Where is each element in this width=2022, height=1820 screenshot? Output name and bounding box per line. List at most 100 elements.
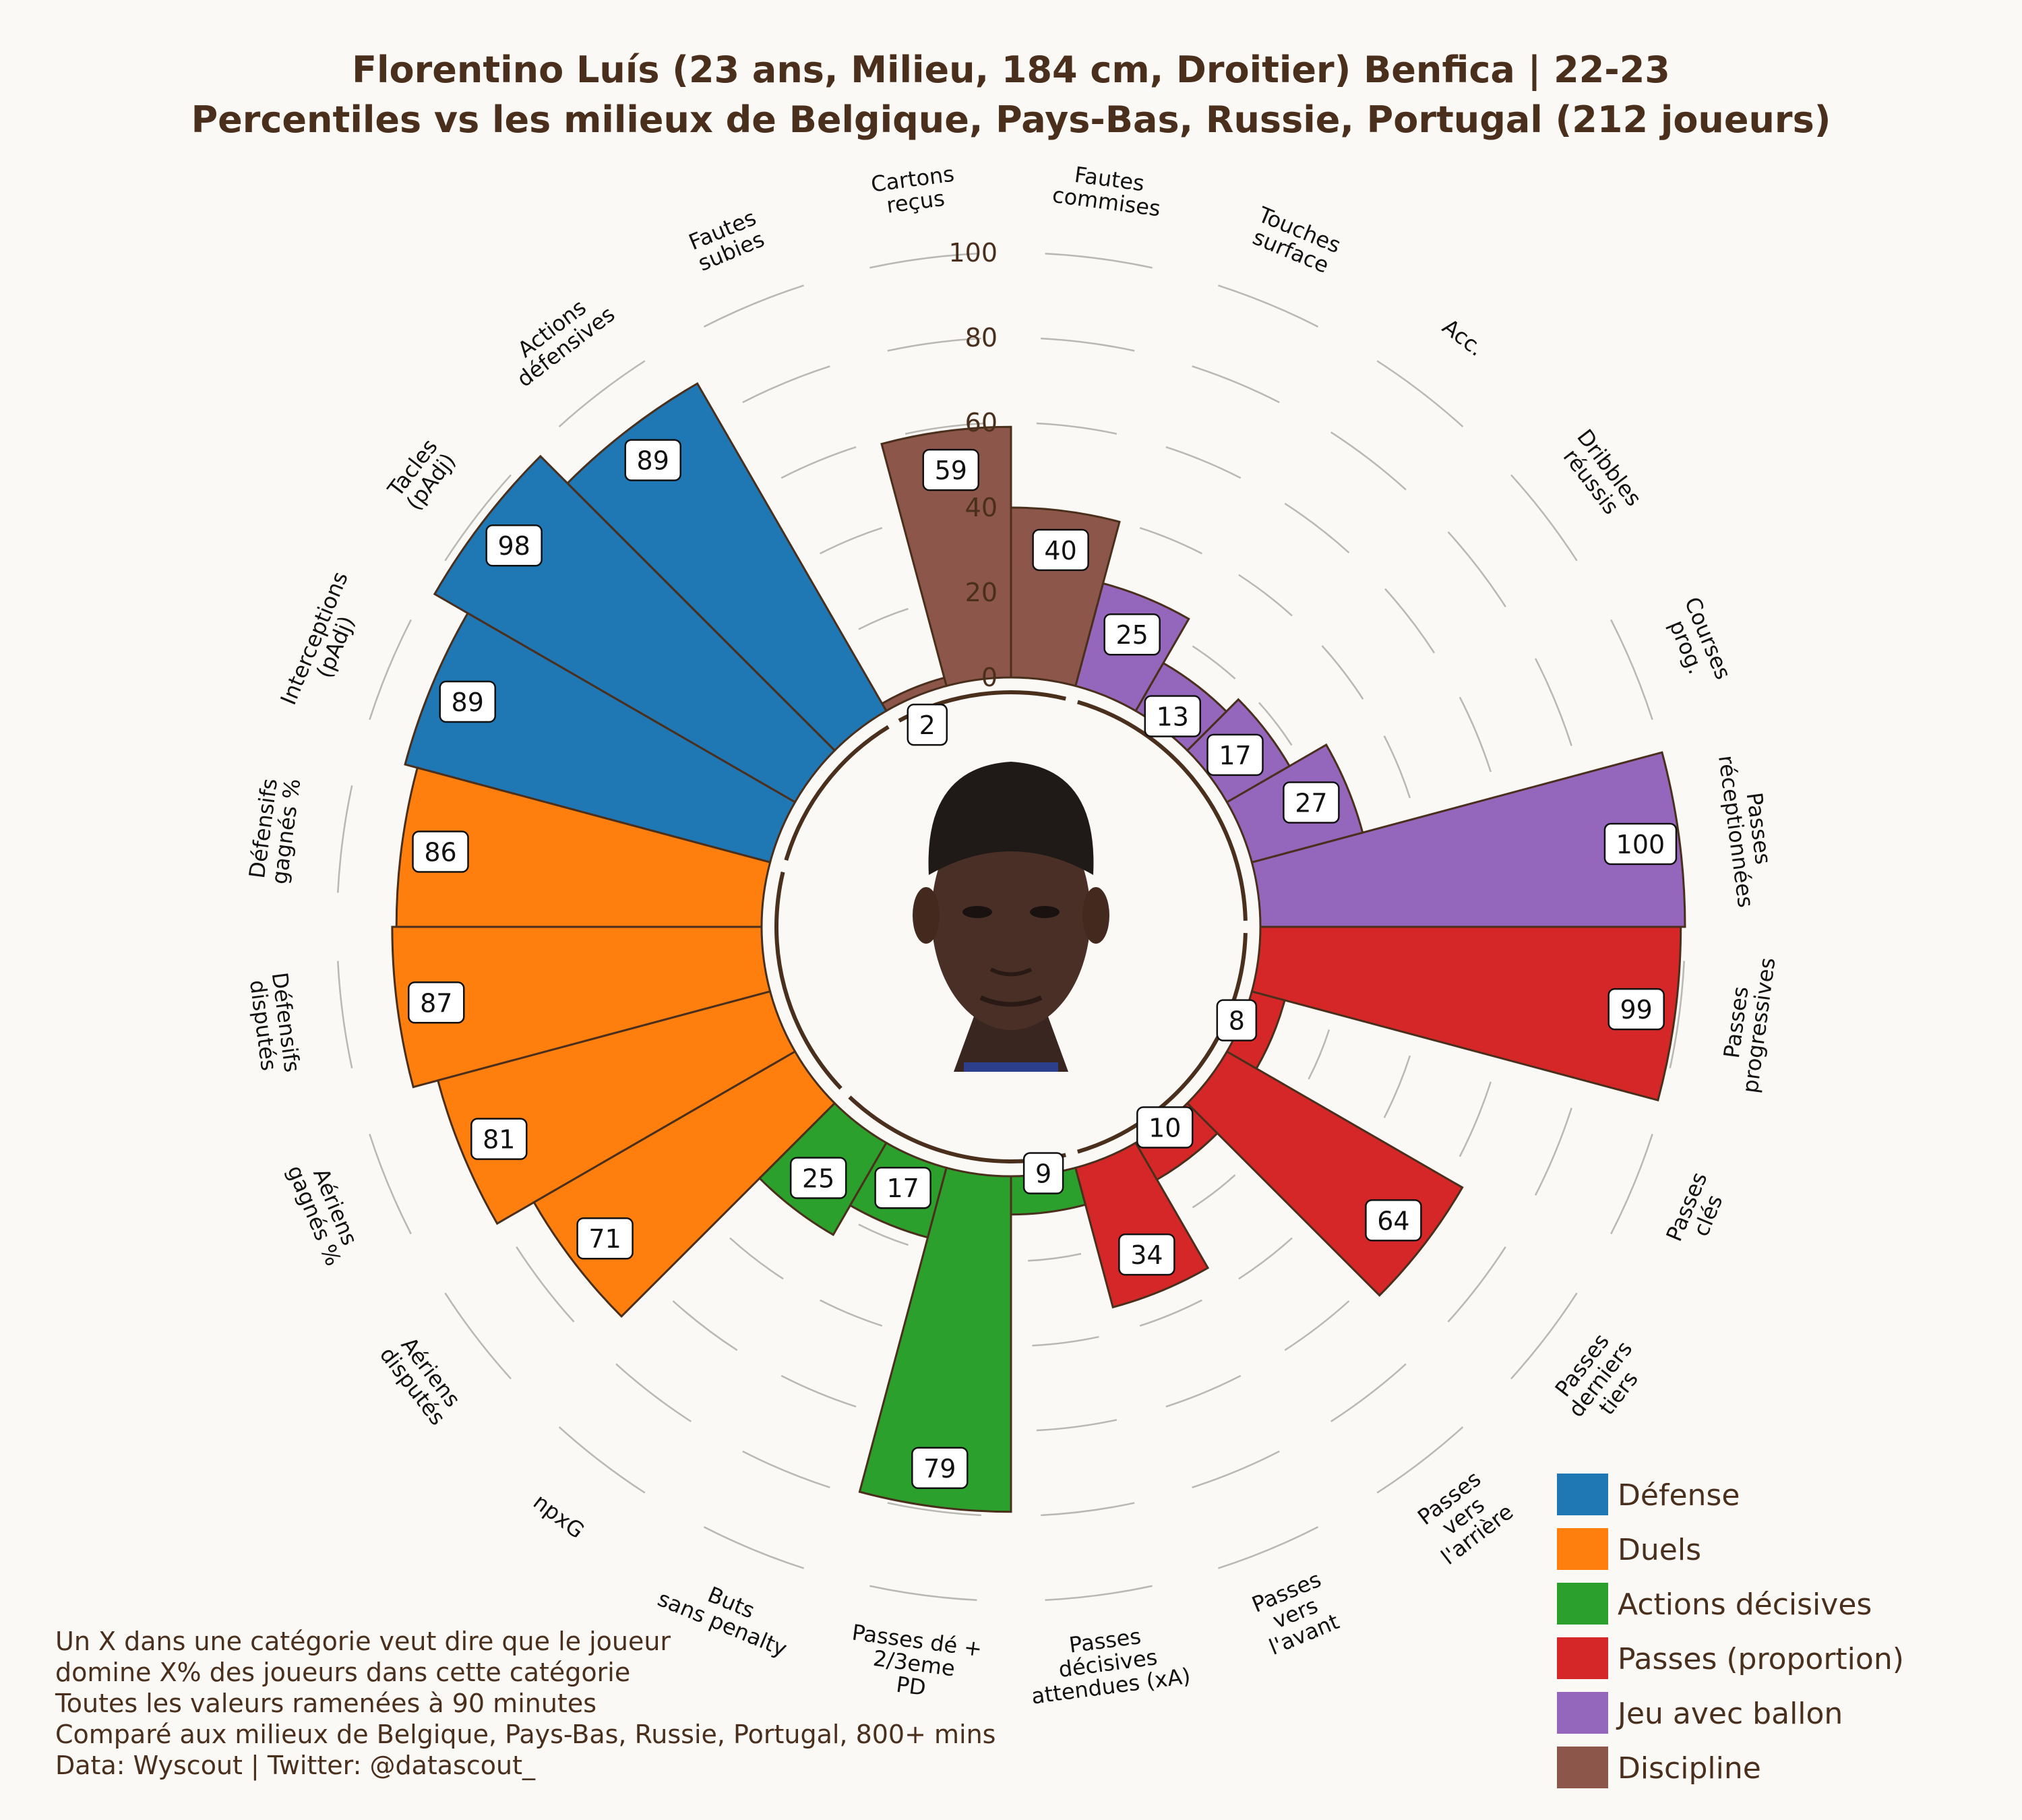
grid-arc (1534, 1108, 1572, 1196)
player-portrait (910, 747, 1112, 1072)
grid-arc (1610, 1133, 1653, 1235)
grid-arc (1139, 1299, 1202, 1327)
title-line-1: Florentino Luís (23 ans, Milieu, 184 cm,… (352, 49, 1670, 91)
category-label: Interceptions(pAdj) (275, 568, 374, 718)
legend-label: Discipline (1618, 1751, 1761, 1786)
value-label-box (1283, 781, 1340, 824)
value-label: 79 (923, 1454, 956, 1484)
portrait-mouth (979, 995, 1043, 1007)
grid-arc (1217, 1526, 1319, 1569)
grid-arc (1284, 502, 1350, 553)
value-label: 89 (452, 688, 484, 717)
value-label-box (1607, 988, 1665, 1031)
category-label: npxG (528, 1489, 589, 1544)
radial-tick-label: 0 (981, 663, 998, 692)
group-ring-ball (1076, 700, 1248, 921)
legend-swatch-discipline (1557, 1747, 1608, 1788)
value-label-box (412, 830, 469, 873)
portrait-ear (1082, 887, 1109, 944)
grid-arc (615, 1363, 692, 1422)
category-label: Cartonsreçus (869, 161, 959, 220)
group-ring-passing (1076, 933, 1248, 1154)
category-label: Défensifsgagnés % (243, 774, 305, 886)
grid-arc (1384, 588, 1436, 654)
value-label-box (439, 680, 496, 723)
grid-arc (1447, 531, 1506, 607)
category-label: Passes dé +2/3emePD (845, 1619, 984, 1707)
bar-defense (404, 611, 797, 864)
category-label: Passesversl'arrière (1408, 1463, 1518, 1570)
bar-ball (1250, 751, 1686, 928)
grid-arc (703, 1526, 805, 1569)
portrait-neck (954, 1017, 1068, 1072)
grid-arc (1139, 526, 1202, 555)
value-label: 87 (420, 988, 452, 1018)
grid-arc (703, 284, 805, 328)
grid-arc (1028, 1252, 1082, 1262)
grid-arc (1045, 253, 1153, 269)
category-label: Dribblesréussis (1554, 425, 1647, 525)
footnote-line-3: Toutes les valeurs ramenées à 90 minutes (55, 1689, 596, 1718)
bar-discipline (880, 425, 1012, 688)
grid-arc (1308, 1029, 1330, 1080)
legend-label: Défense (1618, 1478, 1740, 1513)
grid-arc (1192, 365, 1280, 404)
value-label: 40 (1044, 536, 1076, 566)
grid-arc (337, 961, 353, 1068)
radial-tick-label: 20 (965, 578, 998, 607)
radial-tick-label: 40 (965, 493, 998, 522)
category-label: Aériensgagnés % (282, 1153, 367, 1269)
bar-decisive (858, 1166, 1012, 1513)
category-label: Acc. (1438, 313, 1489, 361)
title-line-2: Percentiles vs les milieux de Belgique, … (191, 98, 1831, 141)
value-label: 27 (1295, 789, 1327, 818)
footnote-line-4: Comparé aux milieux de Belgique, Pays-Ba… (55, 1720, 995, 1749)
grid-arc (1238, 574, 1293, 617)
grid-arc (1669, 961, 1685, 1068)
legend-label: Actions décisives (1618, 1587, 1872, 1622)
radial-grid (337, 253, 1685, 1601)
grid-arc (444, 474, 512, 562)
value-label: 25 (802, 1163, 834, 1193)
grid-arc (780, 1374, 857, 1407)
grid-arc (1258, 702, 1293, 746)
grid-arc (1036, 1419, 1117, 1432)
portrait-eye (962, 906, 992, 918)
footnote: Un X dans une catégorie veut dire que le… (55, 1627, 995, 1781)
grid-arc (1165, 1374, 1242, 1407)
bar-duels (436, 990, 797, 1225)
grid-arc (1510, 1292, 1578, 1380)
value-label-box (1103, 613, 1161, 656)
bar-passing (1186, 1050, 1464, 1297)
grid-arc (820, 526, 883, 555)
category-label: Touchessurface (1246, 202, 1345, 280)
category-label: Passesversl'avant (1248, 1566, 1343, 1660)
value-label: 34 (1130, 1240, 1163, 1270)
grid-arc (1321, 645, 1364, 700)
grid-arc (1284, 1300, 1350, 1352)
value-label: 86 (424, 838, 456, 868)
value-label-box (1365, 1199, 1422, 1242)
value-label: 2 (919, 710, 936, 740)
bar-passing (1250, 926, 1682, 1102)
grid-arc (869, 1585, 977, 1601)
grid-arc (742, 1450, 830, 1488)
legend-swatch-ball (1557, 1692, 1608, 1734)
grid-arc (1041, 337, 1135, 352)
category-label: Passesdernierstiers (1545, 1323, 1655, 1436)
grid-arc (337, 785, 353, 893)
footnote-line-1: Un X dans une catégorie veut dire que le… (55, 1627, 671, 1656)
value-label: 17 (1219, 741, 1251, 770)
value-label: 59 (935, 456, 967, 485)
group-ring-defense (784, 725, 890, 861)
grid-arc (1459, 1081, 1492, 1157)
bar-duels (391, 926, 772, 1089)
value-label-box (1144, 695, 1202, 737)
grid-arc (858, 1223, 909, 1246)
category-label: Passesréceptionnées (1713, 751, 1781, 909)
category-label: Passesprogressives (1715, 953, 1781, 1095)
value-label-box (1206, 733, 1264, 777)
grid-arc (820, 1299, 883, 1327)
radial-tick-label: 100 (948, 238, 998, 268)
footnote-line-5: Data: Wyscout | Twitter: @datascout_ (55, 1751, 536, 1781)
